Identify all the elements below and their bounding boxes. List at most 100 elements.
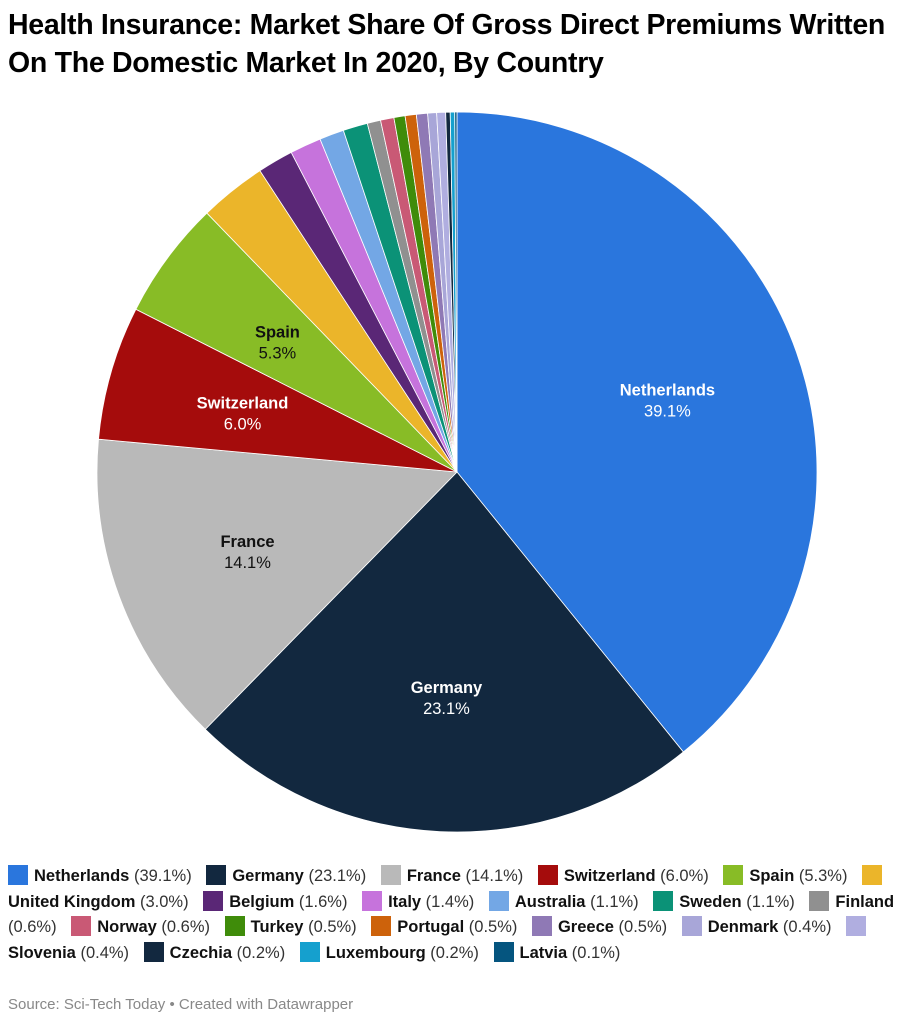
legend-swatch [531, 916, 552, 936]
pie-chart: Netherlands 39.1% Germany 23.1% France 14.1% S… [96, 111, 818, 833]
legend-value: (0.2%) [425, 943, 479, 962]
legend-label: Netherlands [34, 867, 130, 885]
legend-swatch [653, 890, 674, 911]
pie-slice-netherlands [456, 111, 818, 753]
legend-value: (0.5%) [464, 918, 518, 936]
legend-swatch [71, 916, 92, 936]
legend-swatch [846, 916, 867, 936]
legend: Netherlands (39.1%) Germany (23.1%) Fran… [8, 864, 908, 966]
legend-swatch [206, 865, 227, 885]
legend-label: Denmark [707, 918, 779, 936]
pie-slice-germany [204, 471, 684, 833]
legend-swatch [371, 916, 392, 936]
legend-label: Latvia [519, 943, 568, 962]
slice-label-name: Switzerland [197, 394, 289, 412]
legend-swatch [862, 865, 883, 885]
legend-label: Turkey [250, 918, 304, 936]
legend-item-norway: Norway (0.6%) [71, 916, 210, 936]
legend-value: (14.1%) [460, 867, 524, 885]
legend-swatch [493, 941, 514, 962]
legend-value: (0.4%) [778, 918, 832, 936]
slice-label-name: Germany [411, 679, 483, 697]
slice-label-name: Netherlands [620, 382, 715, 400]
legend-label: Switzerland [563, 867, 656, 885]
legend-value: (3.0%) [135, 892, 189, 911]
legend-value: (1.1%) [741, 892, 795, 911]
pie-slices [96, 111, 818, 833]
legend-value: (0.4%) [75, 943, 130, 962]
legend-value: (0.6%) [156, 918, 210, 936]
legend-label: Australia [514, 892, 586, 911]
legend-label: Spain [749, 867, 795, 885]
legend-label: Sweden [679, 892, 742, 911]
source-footer: Source: Sci-Tech Today • Created with Da… [8, 996, 354, 1013]
slice-label-value: 39.1% [644, 403, 691, 421]
slice-label-name: France [220, 533, 274, 551]
legend-item-italy: Italy (1.4%) [362, 890, 475, 911]
legend-item-portugal: Portugal (0.5%) [371, 916, 518, 936]
legend-item-czechia: Czechia (0.2%) [143, 941, 286, 962]
slice-label-value: 6.0% [224, 415, 262, 433]
legend-swatch [681, 916, 702, 936]
legend-swatch [299, 941, 320, 962]
legend-swatch [537, 865, 558, 885]
legend-label: Portugal [397, 918, 465, 936]
legend-label: Germany [232, 867, 304, 885]
legend-label: Luxembourg [325, 943, 426, 962]
legend-value: (0.1%) [567, 943, 621, 962]
legend-swatch [809, 890, 830, 911]
legend-item-netherlands: Netherlands (39.1%) [8, 865, 192, 885]
legend-item-belgium: Belgium (1.6%) [203, 890, 348, 911]
legend-item-united-kingdom: United Kingdom (3.0%) [8, 865, 888, 911]
slice-label-value: 23.1% [423, 700, 470, 718]
slice-label-value: 5.3% [259, 344, 297, 362]
legend-item-germany: Germany (23.1%) [206, 865, 367, 885]
legend-value: (1.1%) [585, 892, 639, 911]
legend-item-turkey: Turkey (0.5%) [224, 916, 357, 936]
legend-item-australia: Australia (1.1%) [488, 890, 639, 911]
legend-swatch [362, 890, 383, 911]
legend-label: Norway [97, 918, 157, 936]
legend-value: (1.4%) [421, 892, 475, 911]
pie-slice-latvia [454, 111, 458, 473]
pie-slice-switzerland [98, 308, 458, 473]
legend-label: United Kingdom [8, 892, 136, 911]
legend-value: (0.5%) [303, 918, 357, 936]
legend-item-denmark: Denmark (0.4%) [681, 916, 832, 936]
legend-value: (0.6%) [8, 918, 57, 936]
legend-value: (23.1%) [303, 867, 367, 885]
legend-label: Belgium [229, 892, 295, 911]
legend-value: (6.0%) [655, 867, 709, 885]
legend-value: (1.6%) [294, 892, 348, 911]
slice-label-value: 14.1% [224, 554, 271, 572]
legend-swatch [203, 890, 224, 911]
legend-swatch [380, 865, 401, 885]
legend-swatch [224, 916, 245, 936]
legend-label: Finland [835, 892, 895, 911]
legend-swatch [8, 865, 28, 885]
legend-item-slovenia: Slovenia (0.4%) [8, 916, 872, 962]
legend-item-switzerland: Switzerland (6.0%) [537, 865, 709, 885]
pie-slice-france [96, 438, 458, 730]
legend-item-spain: Spain (5.3%) [723, 865, 848, 885]
slice-label-name: Spain [255, 323, 300, 341]
legend-value: (0.2%) [232, 943, 286, 962]
chart-title: Health Insurance: Market Share Of Gross … [8, 9, 886, 79]
legend-value: (39.1%) [129, 867, 192, 885]
legend-label: Greece [557, 918, 614, 936]
legend-item-sweden: Sweden (1.1%) [653, 890, 795, 911]
legend-swatch [723, 865, 744, 885]
legend-label: Czechia [169, 943, 233, 962]
legend-item-latvia: Latvia (0.1%) [493, 941, 621, 962]
legend-label: France [406, 867, 461, 885]
legend-item-france: France (14.1%) [380, 865, 524, 885]
legend-label: Italy [388, 892, 422, 911]
legend-swatch [488, 890, 509, 911]
legend-item-luxembourg: Luxembourg (0.2%) [299, 941, 479, 962]
legend-value: (0.5%) [613, 918, 668, 936]
legend-label: Slovenia [8, 943, 76, 962]
pie-labels: Netherlands 39.1% Germany 23.1% France 14.1% S… [197, 323, 715, 718]
legend-swatch [143, 941, 164, 962]
legend-value: (5.3%) [794, 867, 848, 885]
legend-item-finland: Finland (0.6%) [8, 890, 895, 936]
